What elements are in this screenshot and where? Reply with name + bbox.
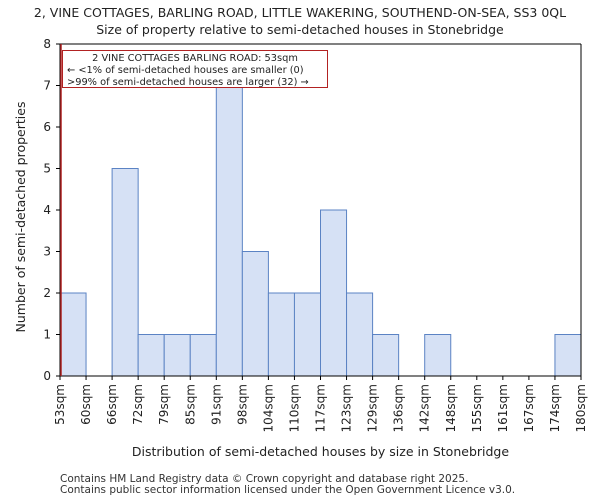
bar-72sqm xyxy=(137,334,165,377)
x-tick-label-123sqm: 123sqm xyxy=(340,384,354,432)
x-tick-label-98sqm: 98sqm xyxy=(235,384,249,425)
x-tick-label-53sqm: 53sqm xyxy=(53,384,67,425)
x-tick-label-167sqm: 167sqm xyxy=(522,384,536,432)
y-tick-label-2: 2 xyxy=(43,286,51,300)
x-tick-label-155sqm: 155sqm xyxy=(470,384,484,432)
footer-licence: Contains public sector information licen… xyxy=(60,484,516,496)
x-tick-label-180sqm: 180sqm xyxy=(574,384,588,432)
y-tick-label-3: 3 xyxy=(43,245,51,259)
bar-85sqm xyxy=(189,334,217,377)
property-annotation-box: 2 VINE COTTAGES BARLING ROAD: 53sqm ← <1… xyxy=(62,50,328,88)
y-tick-label-1: 1 xyxy=(43,328,51,342)
x-tick-label-91sqm: 91sqm xyxy=(209,384,223,425)
bar-104sqm xyxy=(267,292,295,377)
bar-98sqm xyxy=(241,251,269,377)
x-tick-label-142sqm: 142sqm xyxy=(418,384,432,432)
bar-142sqm xyxy=(424,334,452,377)
x-tick-label-148sqm: 148sqm xyxy=(444,384,458,432)
x-tick-label-174sqm: 174sqm xyxy=(548,384,562,432)
y-tick-label-8: 8 xyxy=(43,37,51,51)
bar-53sqm xyxy=(59,292,87,377)
bar-117sqm xyxy=(320,209,348,377)
bar-110sqm xyxy=(293,292,322,377)
annotation-line-2: ← <1% of semi-detached houses are smalle… xyxy=(67,65,304,76)
chart-subtitle: Size of property relative to semi-detach… xyxy=(96,22,504,37)
annotation-line-1: 2 VINE COTTAGES BARLING ROAD: 53sqm xyxy=(92,53,298,64)
x-tick-label-72sqm: 72sqm xyxy=(131,384,145,425)
y-axis-label: Number of semi-detached properties xyxy=(13,101,28,333)
bar-91sqm xyxy=(215,85,243,377)
x-tick-label-104sqm: 104sqm xyxy=(261,384,275,432)
x-tick-label-117sqm: 117sqm xyxy=(314,384,328,432)
bar-123sqm xyxy=(346,292,374,377)
x-tick-label-60sqm: 60sqm xyxy=(79,384,93,425)
y-tick-label-5: 5 xyxy=(43,162,51,176)
y-tick-label-7: 7 xyxy=(43,79,51,93)
bar-174sqm xyxy=(554,334,582,377)
x-tick-label-136sqm: 136sqm xyxy=(392,384,406,432)
y-tick-label-4: 4 xyxy=(43,203,51,217)
y-tick-label-6: 6 xyxy=(43,120,51,134)
x-tick-label-110sqm: 110sqm xyxy=(287,384,301,432)
bar-79sqm xyxy=(163,334,191,377)
x-tick-label-79sqm: 79sqm xyxy=(157,384,171,425)
x-axis-label: Distribution of semi-detached houses by … xyxy=(131,444,510,459)
chart-title: 2, VINE COTTAGES, BARLING ROAD, LITTLE W… xyxy=(33,5,567,20)
bar-66sqm xyxy=(111,168,139,377)
annotation-line-3: >99% of semi-detached houses are larger … xyxy=(67,77,309,88)
x-tick-label-161sqm: 161sqm xyxy=(496,384,510,432)
y-tick-label-0: 0 xyxy=(43,369,51,383)
x-tick-label-129sqm: 129sqm xyxy=(366,384,380,432)
bar-129sqm xyxy=(372,334,400,377)
footer-copyright: Contains HM Land Registry data © Crown c… xyxy=(60,473,469,485)
x-tick-label-66sqm: 66sqm xyxy=(105,384,119,425)
x-tick-label-85sqm: 85sqm xyxy=(183,384,197,425)
